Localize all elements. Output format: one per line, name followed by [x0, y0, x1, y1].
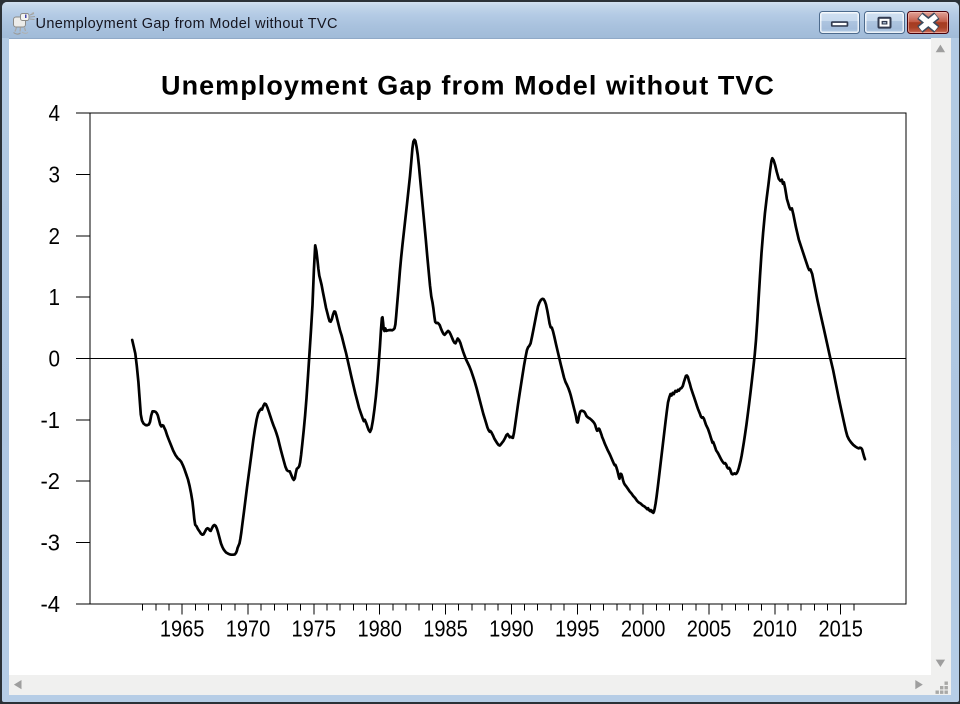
svg-text:1970: 1970	[226, 615, 271, 641]
svg-text:-1: -1	[41, 407, 61, 433]
svg-text:0: 0	[49, 346, 61, 372]
svg-text:2000: 2000	[621, 615, 666, 641]
svg-text:2005: 2005	[687, 615, 732, 641]
svg-text:2015: 2015	[818, 615, 863, 641]
svg-text:Unemployment Gap from Model wi: Unemployment Gap from Model without TVC	[161, 71, 775, 101]
svg-text:1980: 1980	[357, 615, 402, 641]
svg-text:-2: -2	[41, 468, 61, 494]
svg-text:4: 4	[49, 100, 61, 126]
svg-text:2010: 2010	[753, 615, 798, 641]
svg-text:2: 2	[49, 223, 61, 249]
svg-text:-3: -3	[41, 530, 61, 556]
svg-text:1985: 1985	[423, 615, 468, 641]
svg-text:3: 3	[49, 161, 61, 187]
svg-text:1965: 1965	[160, 615, 205, 641]
svg-text:1990: 1990	[489, 615, 534, 641]
svg-text:-4: -4	[41, 591, 61, 617]
svg-text:1975: 1975	[292, 615, 337, 641]
svg-text:1995: 1995	[555, 615, 600, 641]
svg-text:1: 1	[49, 284, 61, 310]
